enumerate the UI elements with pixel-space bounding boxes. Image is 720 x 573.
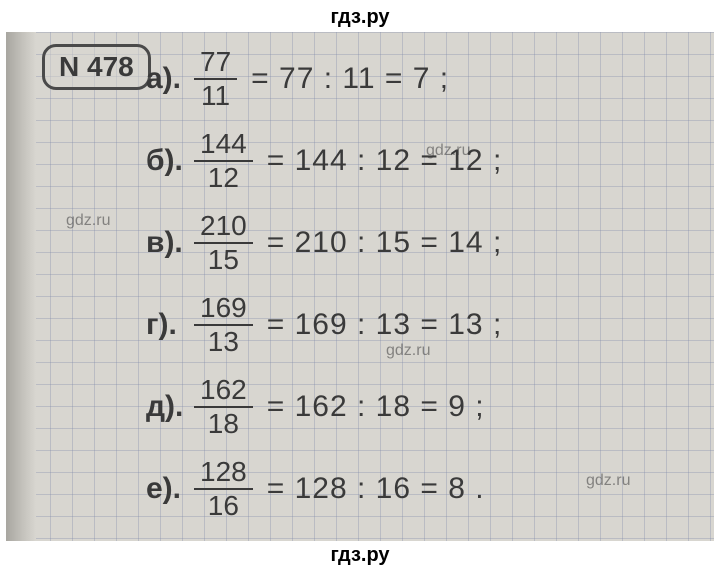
result: 9: [448, 390, 466, 423]
fraction: 144 12: [194, 130, 253, 192]
solution-row: a). 77 11 = 77 : 11 = 7 ;: [146, 40, 686, 118]
fraction-denominator: 18: [202, 408, 245, 438]
solution-row: г). 169 13 = 169 : 13 = 13 ;: [146, 286, 686, 364]
fraction-numerator: 144: [194, 130, 253, 162]
fraction-numerator: 210: [194, 212, 253, 244]
row-label: в).: [146, 226, 192, 260]
fraction-denominator: 16: [202, 490, 245, 520]
row-label: б).: [146, 144, 192, 178]
result: 14: [448, 226, 483, 259]
dividend: 77: [279, 62, 314, 95]
row-expression: = 162 : 18 = 9 ;: [267, 390, 485, 424]
notebook-binding: [6, 32, 36, 541]
fraction-denominator: 15: [202, 244, 245, 274]
result: 13: [448, 308, 483, 341]
divisor: 15: [376, 226, 411, 259]
fraction-numerator: 77: [194, 48, 237, 80]
divisor: 16: [376, 472, 411, 505]
divisor: 12: [376, 144, 411, 177]
divisor: 11: [342, 62, 375, 95]
dividend: 128: [295, 472, 348, 505]
notebook-paper: N 478 a). 77 11 = 77 : 11 = 7 ; б). 144 …: [6, 32, 714, 541]
fraction: 162 18: [194, 376, 253, 438]
fraction-denominator: 12: [202, 162, 245, 192]
solution-row: д). 162 18 = 162 : 18 = 9 ;: [146, 368, 686, 446]
solution-row: в). 210 15 = 210 : 15 = 14 ;: [146, 204, 686, 282]
row-label: г).: [146, 308, 192, 342]
fraction: 210 15: [194, 212, 253, 274]
problem-number-box: N 478: [42, 44, 151, 90]
inline-watermark: gdz.ru: [66, 212, 110, 230]
divisor: 18: [376, 390, 411, 423]
row-expression: = 144 : 12 = 12 ;: [267, 144, 503, 178]
fraction: 128 16: [194, 458, 253, 520]
dividend: 210: [295, 226, 348, 259]
fraction: 77 11: [194, 48, 237, 110]
fraction-denominator: 11: [195, 80, 236, 110]
fraction-numerator: 162: [194, 376, 253, 408]
solution-row: б). 144 12 = 144 : 12 = 12 ;: [146, 122, 686, 200]
fraction-numerator: 128: [194, 458, 253, 490]
top-watermark: гдз.ру: [0, 6, 720, 29]
row-label: д).: [146, 390, 192, 424]
solution-row: е). 128 16 = 128 : 16 = 8 .: [146, 450, 686, 528]
fraction: 169 13: [194, 294, 253, 356]
result: 7: [413, 62, 431, 95]
dividend: 162: [295, 390, 348, 423]
dividend: 169: [295, 308, 348, 341]
row-expression: = 77 : 11 = 7 ;: [251, 62, 449, 96]
result: 8: [448, 472, 466, 505]
fraction-denominator: 13: [202, 326, 245, 356]
result: 12: [448, 144, 483, 177]
dividend: 144: [295, 144, 348, 177]
row-expression: = 169 : 13 = 13 ;: [267, 308, 503, 342]
row-label: е).: [146, 472, 192, 506]
bottom-watermark: гдз.ру: [0, 544, 720, 567]
row-expression: = 210 : 15 = 14 ;: [267, 226, 503, 260]
divisor: 13: [376, 308, 411, 341]
fraction-numerator: 169: [194, 294, 253, 326]
row-expression: = 128 : 16 = 8 .: [267, 472, 485, 506]
row-label: a).: [146, 62, 192, 96]
